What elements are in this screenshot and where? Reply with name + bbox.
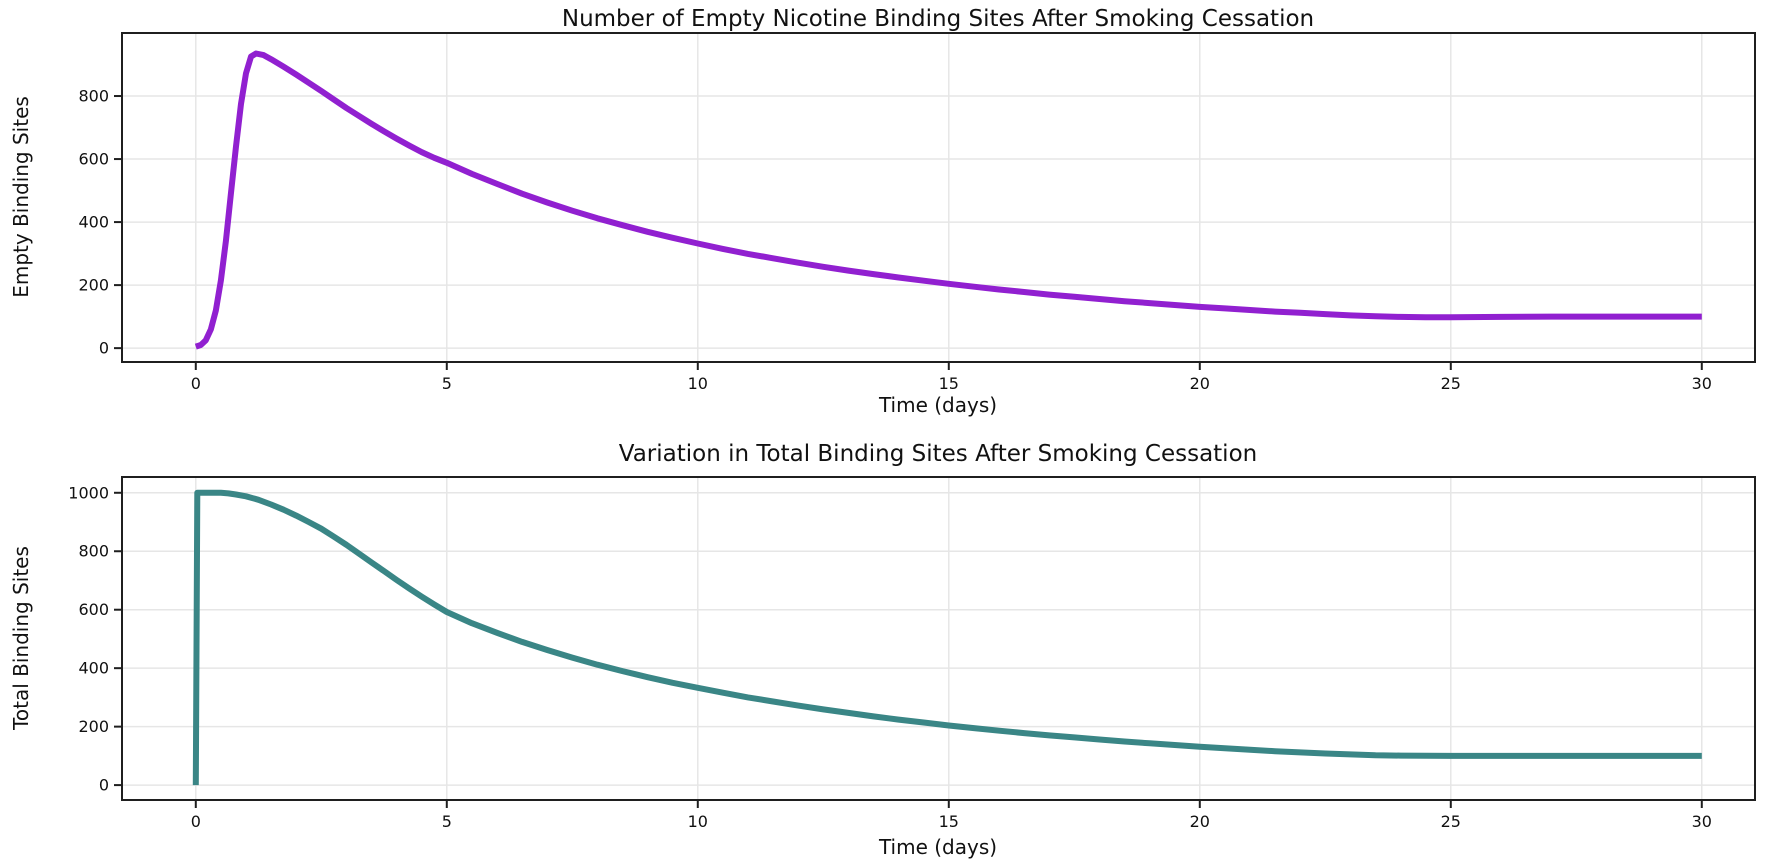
x-tick-label: 5 <box>442 374 452 393</box>
empty-binding-sites-chart: 0 5 10 15 20 25 30 0 200 400 600 800 Number of Empt… <box>9 6 1756 417</box>
x-tick-label: 15 <box>939 812 959 831</box>
data-line <box>194 50 1702 350</box>
x-tick-label: 0 <box>191 812 201 831</box>
x-tick-label: 15 <box>939 374 959 393</box>
x-tick-label: 25 <box>1441 374 1461 393</box>
y-axis-label: Empty Binding Sites <box>9 96 33 298</box>
y-tick-label: 200 <box>78 276 109 295</box>
y-axis-label: Total Binding Sites <box>9 546 33 731</box>
x-axis-label: Time (days) <box>878 393 997 417</box>
y-tick-label: 800 <box>78 87 109 106</box>
y-tick-label: 200 <box>78 717 109 736</box>
x-tick-label: 20 <box>1190 812 1210 831</box>
x-tick-label: 20 <box>1190 374 1210 393</box>
axes-frame <box>121 32 1756 363</box>
plot-area: 0 5 10 15 20 25 30 0 200 400 600 800 1000 <box>68 476 1756 831</box>
y-tick-label: 600 <box>78 150 109 169</box>
y-tick-label: 400 <box>78 659 109 678</box>
chart-title: Number of Empty Nicotine Binding Sites A… <box>562 6 1314 32</box>
y-tick-label: 400 <box>78 213 109 232</box>
y-tick-label: 800 <box>78 542 109 561</box>
x-tick-label: 10 <box>688 374 708 393</box>
x-tick-label: 30 <box>1692 812 1712 831</box>
y-tick-label: 0 <box>99 339 109 358</box>
total-binding-sites-chart: 0 5 10 15 20 25 30 0 200 400 600 800 1000 Variation … <box>9 441 1756 859</box>
axes-frame <box>121 476 1756 801</box>
x-tick-label: 25 <box>1441 812 1461 831</box>
data-line <box>192 489 1702 786</box>
plot-area: 0 5 10 15 20 25 30 0 200 400 600 800 <box>78 32 1756 393</box>
x-tick-label: 5 <box>442 812 452 831</box>
y-tick-label: 600 <box>78 600 109 619</box>
x-tick-label: 10 <box>688 812 708 831</box>
x-axis-label: Time (days) <box>878 835 997 859</box>
x-tick-label: 0 <box>191 374 201 393</box>
x-tick-label: 30 <box>1692 374 1712 393</box>
y-tick-label: 1000 <box>68 483 109 502</box>
y-tick-label: 0 <box>99 776 109 795</box>
chart-title: Variation in Total Binding Sites After S… <box>619 441 1257 467</box>
